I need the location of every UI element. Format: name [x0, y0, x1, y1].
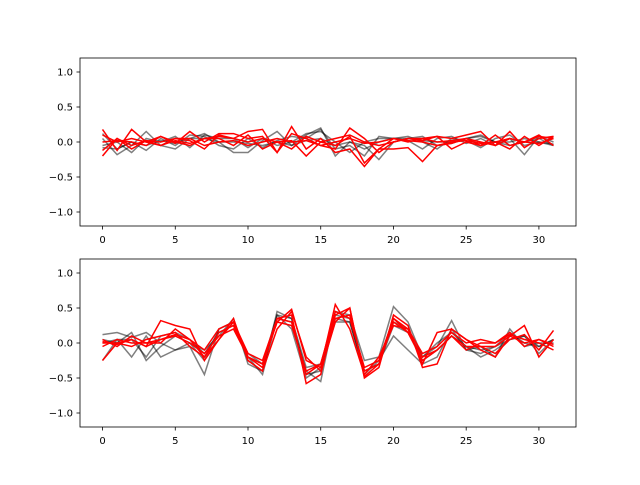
- x-tick-label: 5: [172, 436, 178, 447]
- x-tick-label: 20: [387, 436, 400, 447]
- y-tick-label: 0.0: [57, 339, 73, 350]
- x-tick-label: 10: [242, 235, 255, 246]
- y-tick-label: 0.5: [57, 304, 73, 315]
- y-tick-label: −1.0: [49, 409, 73, 420]
- x-tick-label: 20: [387, 235, 400, 246]
- red-series-line-9: [102, 137, 554, 151]
- x-tick-label: 10: [242, 436, 255, 447]
- subplot-2: 0 5 10 15 20 25 30 −1.0 −0.5 0.0 0.5 1.0: [49, 258, 577, 447]
- gray-series-line-2: [101, 128, 554, 158]
- x-tick-label: 25: [460, 235, 473, 246]
- subplot-1: 0 5 10 15 20 25 30 −1.0 −0.5 0.0 0.5 1.0: [49, 57, 577, 246]
- y-tick-label: −0.5: [49, 173, 73, 184]
- y-tick-label: 0.5: [57, 103, 73, 114]
- x-tick-label: 15: [314, 235, 327, 246]
- x-tick-label: 0: [99, 235, 105, 246]
- y-tick-label: −1.0: [49, 208, 73, 219]
- x-tick-label: 5: [172, 235, 178, 246]
- y-tick-label: −0.5: [49, 374, 73, 385]
- x-tick-label: 30: [533, 436, 546, 447]
- x-tick-label: 30: [533, 235, 546, 246]
- x-tick-label: 25: [460, 436, 473, 447]
- y-tick-label: 1.0: [57, 269, 73, 280]
- y-tick-label: 0.0: [57, 138, 73, 149]
- x-tick-label: 15: [314, 436, 327, 447]
- red-series-line-8: [102, 134, 554, 150]
- y-tick-label: 1.0: [57, 68, 73, 79]
- x-tick-label: 0: [99, 436, 105, 447]
- red-series-line-8: [102, 310, 554, 373]
- red-series-line-9: [102, 314, 554, 376]
